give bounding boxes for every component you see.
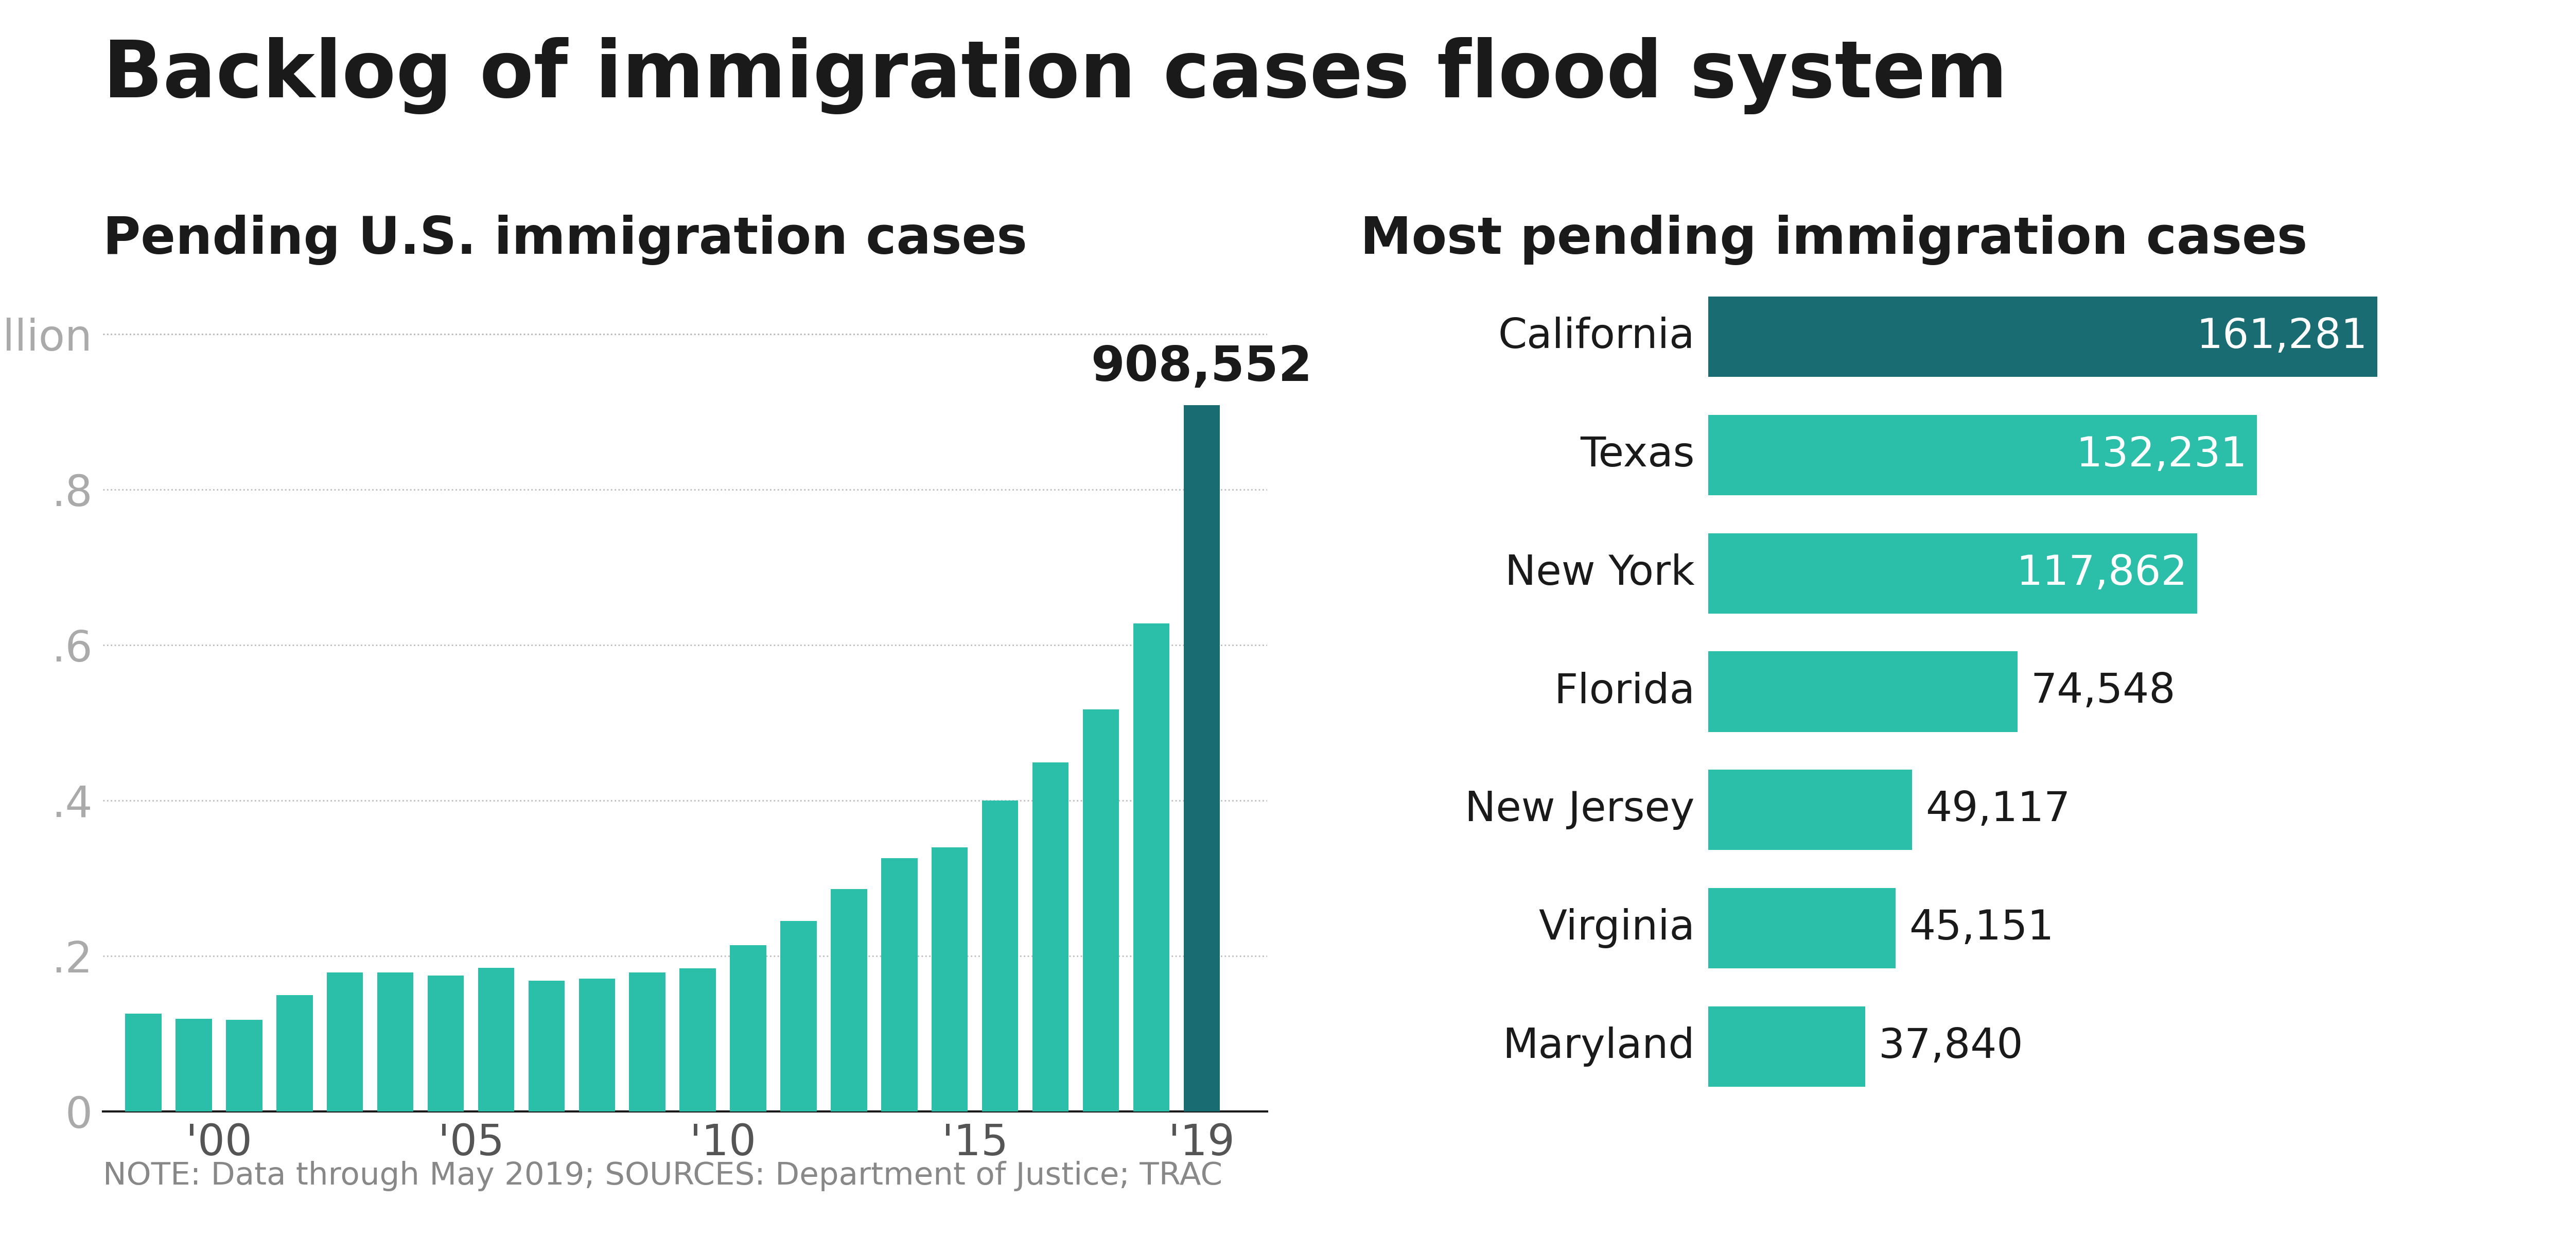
Text: 132,231: 132,231 — [2076, 435, 2246, 475]
Bar — [175, 1019, 211, 1112]
Bar — [1708, 415, 2257, 495]
Text: Backlog of immigration cases flood system: Backlog of immigration cases flood syste… — [103, 37, 2007, 115]
Bar — [1708, 651, 2017, 732]
Text: 117,862: 117,862 — [2017, 553, 2187, 593]
Text: Maryland: Maryland — [1502, 1026, 1695, 1067]
Bar — [729, 945, 765, 1112]
Bar — [1182, 511, 1221, 1112]
Text: Pending U.S. immigration cases: Pending U.S. immigration cases — [103, 215, 1028, 266]
Bar — [629, 972, 665, 1112]
Bar — [1133, 624, 1170, 1112]
Text: Texas: Texas — [1582, 435, 1695, 475]
Text: NOTE: Data through May 2019; SOURCES: Department of Justice; TRAC: NOTE: Data through May 2019; SOURCES: De… — [103, 1161, 1224, 1192]
Bar — [832, 889, 868, 1112]
Bar — [1182, 405, 1221, 1112]
Text: New Jersey: New Jersey — [1466, 790, 1695, 830]
Bar — [528, 981, 564, 1112]
Text: 161,281: 161,281 — [2197, 316, 2367, 357]
Bar — [1708, 888, 1896, 968]
Bar — [981, 800, 1018, 1112]
Text: 74,548: 74,548 — [2030, 672, 2177, 711]
Bar — [327, 972, 363, 1112]
Text: 49,117: 49,117 — [1924, 790, 2071, 830]
Bar — [1708, 534, 2197, 614]
Bar — [376, 972, 415, 1112]
Bar — [1708, 296, 2378, 377]
Text: Florida: Florida — [1553, 672, 1695, 711]
Text: Virginia: Virginia — [1538, 908, 1695, 948]
Bar — [1708, 769, 1911, 850]
Bar — [933, 847, 969, 1112]
Bar — [479, 968, 515, 1112]
Bar — [428, 976, 464, 1112]
Text: New York: New York — [1504, 553, 1695, 593]
Bar — [680, 968, 716, 1112]
Bar — [881, 858, 917, 1112]
Bar — [1708, 1007, 1865, 1087]
Bar — [580, 978, 616, 1112]
Text: California: California — [1499, 316, 1695, 357]
Text: 908,552: 908,552 — [1090, 343, 1311, 391]
Text: 37,840: 37,840 — [1878, 1026, 2025, 1067]
Text: 45,151: 45,151 — [1909, 908, 2053, 948]
Bar — [126, 1014, 162, 1112]
Bar — [1082, 709, 1118, 1112]
Bar — [276, 995, 312, 1112]
Bar — [227, 1020, 263, 1112]
Bar — [1033, 762, 1069, 1112]
Bar — [781, 921, 817, 1112]
Text: Most pending immigration cases: Most pending immigration cases — [1360, 215, 2308, 266]
